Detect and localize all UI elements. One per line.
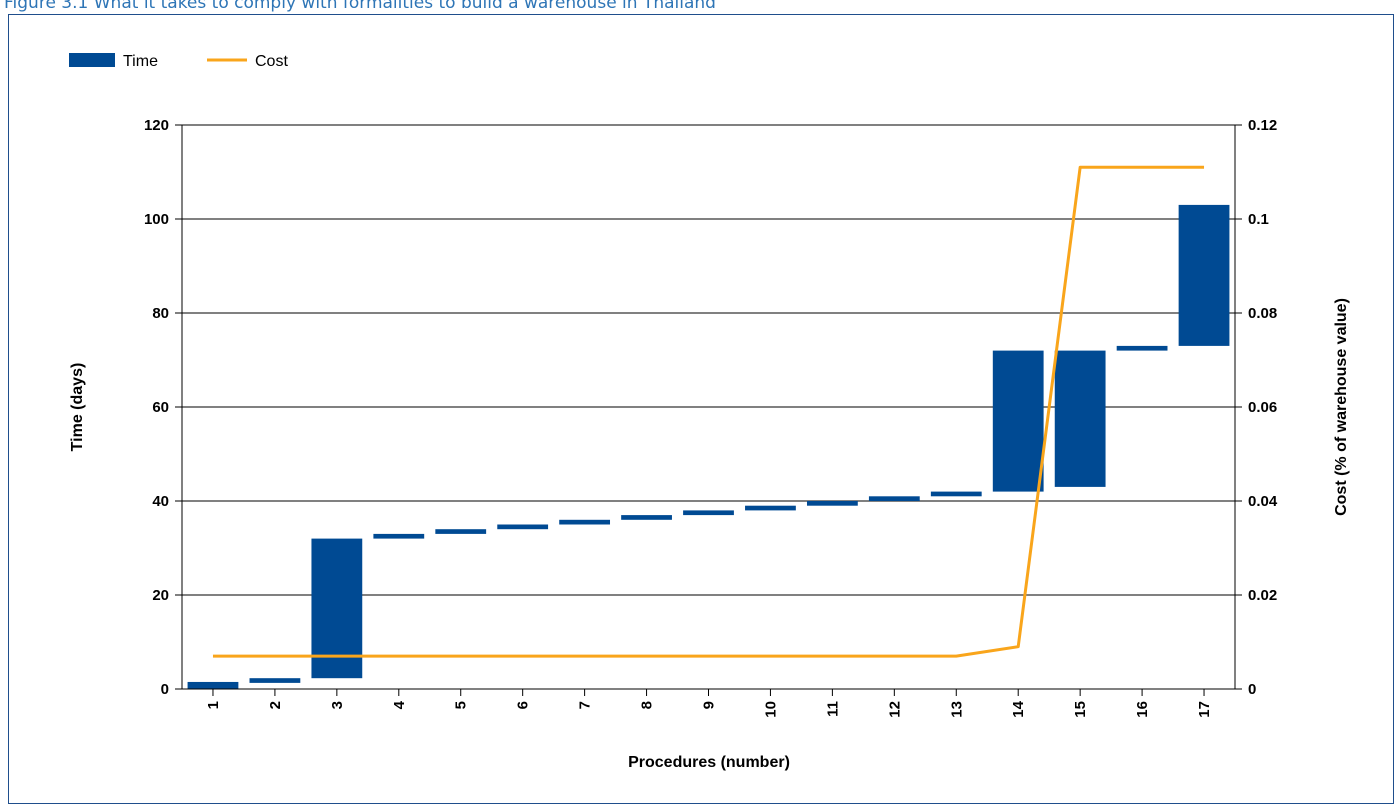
- time-bar: [1116, 345, 1168, 351]
- time-bar: [497, 524, 549, 530]
- time-bar: [930, 491, 982, 497]
- cost-line: [212, 165, 1205, 658]
- time-bar: [559, 519, 611, 525]
- time-bar: [806, 501, 858, 506]
- y2-axis-title: Cost (% of warehouse value): [1333, 298, 1350, 516]
- chart-frame: 0 20 40 60 80 100 120 0 0.02 0.04 0.06 0.08 0.1 0.12 1…: [8, 14, 1394, 804]
- y-tick-label: 80: [152, 305, 169, 322]
- y-tick-label: 40: [152, 493, 169, 510]
- x-tick-label: 10: [762, 701, 779, 718]
- time-bar: [187, 681, 239, 689]
- time-bar: [745, 505, 796, 511]
- x-tick-label: 15: [1072, 701, 1089, 718]
- y2-tick-label: 0.1: [1248, 211, 1269, 228]
- tick-labels: 0 20 40 60 80 100 120 0 0.02 0.04 0.06 0.08 0.1 0.12 1…: [144, 117, 1278, 718]
- x-tick-label: 12: [886, 701, 903, 718]
- legend-time-label: Time: [123, 53, 158, 70]
- x-tick-label: 5: [453, 701, 470, 709]
- x-tick-label: 11: [824, 701, 841, 717]
- time-bar: [249, 678, 301, 683]
- x-tick-label: 8: [639, 701, 656, 709]
- time-bar: [621, 515, 672, 520]
- y-tick-label: 0: [161, 681, 169, 698]
- x-tick-label: 4: [391, 700, 408, 709]
- figure-title: Figure 3.1 What it takes to comply with …: [4, 0, 716, 13]
- cost-series-line: [212, 165, 1205, 658]
- time-bar: [373, 533, 425, 539]
- x-tick-label: 3: [329, 701, 346, 709]
- time-bars: [187, 204, 1230, 689]
- x-tick-label: 6: [515, 701, 532, 709]
- y-tick-label: 100: [144, 211, 169, 228]
- chart-svg: 0 20 40 60 80 100 120 0 0.02 0.04 0.06 0.08 0.1 0.12 1…: [69, 53, 1350, 771]
- legend: Time Cost: [69, 53, 288, 70]
- y2-tick-label: 0.08: [1248, 305, 1277, 322]
- time-bar: [1054, 350, 1106, 487]
- x-tick-label: 9: [701, 701, 718, 709]
- x-tick-label: 13: [948, 701, 965, 718]
- y2-tick-label: 0.02: [1248, 587, 1277, 604]
- x-tick-label: 17: [1196, 701, 1213, 718]
- y2-tick-label: 0.12: [1248, 117, 1277, 134]
- x-tick-label: 2: [267, 701, 284, 709]
- time-bar: [435, 529, 487, 534]
- gridlines: [182, 124, 1235, 596]
- y2-tick-label: 0.04: [1248, 493, 1278, 510]
- time-bar: [992, 350, 1044, 492]
- x-tick-label: 14: [1010, 700, 1027, 717]
- legend-cost-label: Cost: [255, 53, 288, 70]
- y-tick-label: 60: [152, 399, 169, 416]
- time-bar: [683, 510, 734, 516]
- y-axis-title: Time (days): [69, 363, 86, 452]
- y2-tick-label: 0.06: [1248, 399, 1277, 416]
- x-tick-label: 16: [1134, 701, 1151, 718]
- legend-time-swatch: [69, 53, 115, 67]
- y-tick-label: 20: [152, 587, 169, 604]
- x-axis-title: Procedures (number): [628, 754, 790, 771]
- x-tick-label: 1: [205, 701, 222, 709]
- y-tick-label: 120: [144, 117, 169, 134]
- y2-tick-label: 0: [1248, 681, 1256, 698]
- time-bar: [1178, 204, 1230, 346]
- x-tick-label: 7: [577, 701, 594, 709]
- time-bar: [868, 496, 920, 501]
